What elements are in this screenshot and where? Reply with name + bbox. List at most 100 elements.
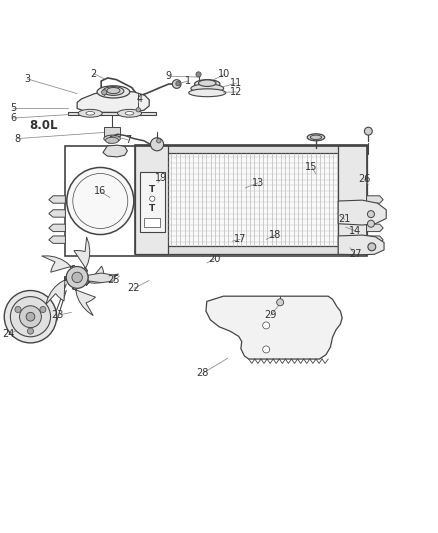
Text: 12: 12 — [230, 87, 243, 97]
Bar — [65, 147, 367, 256]
Polygon shape — [46, 276, 65, 304]
Polygon shape — [367, 210, 383, 217]
Ellipse shape — [117, 109, 141, 117]
Text: 28: 28 — [196, 368, 208, 378]
Ellipse shape — [191, 84, 224, 93]
Text: 18: 18 — [269, 230, 281, 240]
Text: 23: 23 — [51, 310, 64, 320]
Polygon shape — [88, 273, 114, 282]
Text: 15: 15 — [305, 162, 318, 172]
Circle shape — [277, 299, 284, 306]
Polygon shape — [74, 237, 90, 271]
Bar — [140, 172, 165, 232]
Polygon shape — [367, 196, 383, 203]
Text: 22: 22 — [127, 284, 140, 293]
Text: 5: 5 — [10, 103, 16, 114]
Polygon shape — [49, 196, 65, 203]
Circle shape — [172, 79, 181, 88]
Text: 29: 29 — [265, 310, 277, 320]
Polygon shape — [338, 200, 386, 225]
Polygon shape — [49, 224, 65, 231]
Text: 2: 2 — [91, 69, 97, 78]
Circle shape — [367, 211, 374, 217]
Bar — [338, 145, 367, 254]
Circle shape — [67, 167, 134, 235]
Polygon shape — [367, 236, 383, 244]
Text: 14: 14 — [349, 225, 361, 236]
Circle shape — [72, 272, 82, 282]
Ellipse shape — [103, 87, 124, 95]
Circle shape — [368, 243, 376, 251]
Ellipse shape — [78, 109, 102, 117]
Bar — [135, 246, 367, 254]
Bar — [135, 145, 168, 254]
Text: T: T — [149, 204, 155, 213]
Polygon shape — [42, 256, 74, 272]
Text: 20: 20 — [208, 254, 221, 264]
Text: 16: 16 — [94, 187, 106, 197]
Ellipse shape — [97, 86, 130, 98]
Text: 17: 17 — [234, 235, 246, 245]
Bar — [144, 217, 160, 227]
Ellipse shape — [198, 80, 216, 86]
Circle shape — [364, 127, 372, 135]
Circle shape — [176, 82, 180, 86]
Text: 8: 8 — [14, 134, 21, 143]
Circle shape — [28, 328, 34, 334]
Circle shape — [263, 322, 270, 329]
Polygon shape — [338, 235, 384, 255]
Text: 4: 4 — [137, 94, 143, 104]
Text: 1: 1 — [185, 76, 191, 86]
Circle shape — [40, 306, 46, 312]
Bar — [135, 145, 367, 153]
Ellipse shape — [125, 111, 134, 115]
Text: 21: 21 — [339, 214, 351, 224]
Ellipse shape — [86, 111, 95, 115]
Polygon shape — [86, 266, 119, 286]
Ellipse shape — [189, 89, 226, 96]
Circle shape — [150, 196, 155, 201]
Circle shape — [151, 138, 164, 151]
Polygon shape — [49, 236, 65, 244]
Ellipse shape — [307, 134, 325, 141]
Circle shape — [367, 220, 374, 227]
Text: T: T — [149, 184, 155, 193]
Text: 10: 10 — [218, 69, 230, 79]
Text: 6: 6 — [10, 113, 16, 123]
Ellipse shape — [106, 138, 119, 143]
Polygon shape — [206, 296, 342, 359]
Ellipse shape — [104, 135, 120, 142]
Text: 11: 11 — [230, 78, 243, 88]
Circle shape — [66, 266, 88, 288]
Circle shape — [15, 306, 21, 312]
Text: 24: 24 — [3, 329, 15, 339]
Polygon shape — [367, 224, 383, 231]
Circle shape — [136, 108, 141, 112]
Circle shape — [263, 346, 270, 353]
Circle shape — [26, 312, 35, 321]
Circle shape — [4, 290, 57, 343]
Polygon shape — [72, 288, 95, 316]
Circle shape — [11, 297, 50, 337]
Ellipse shape — [194, 79, 220, 88]
Bar — [135, 145, 367, 254]
Bar — [104, 127, 120, 135]
Text: 25: 25 — [107, 276, 120, 286]
Polygon shape — [68, 111, 156, 115]
Circle shape — [20, 306, 41, 328]
Text: 7: 7 — [125, 135, 131, 145]
Circle shape — [102, 90, 107, 95]
Polygon shape — [103, 145, 127, 157]
Text: 13: 13 — [252, 177, 265, 188]
Ellipse shape — [107, 87, 120, 94]
Polygon shape — [77, 91, 149, 112]
Text: 9: 9 — [166, 71, 172, 81]
Ellipse shape — [310, 135, 321, 140]
Text: 3: 3 — [24, 74, 30, 84]
Text: 27: 27 — [349, 249, 361, 259]
Text: 19: 19 — [155, 173, 168, 183]
Text: 26: 26 — [358, 174, 370, 184]
Circle shape — [157, 139, 161, 143]
Circle shape — [196, 72, 201, 77]
Polygon shape — [49, 210, 65, 217]
